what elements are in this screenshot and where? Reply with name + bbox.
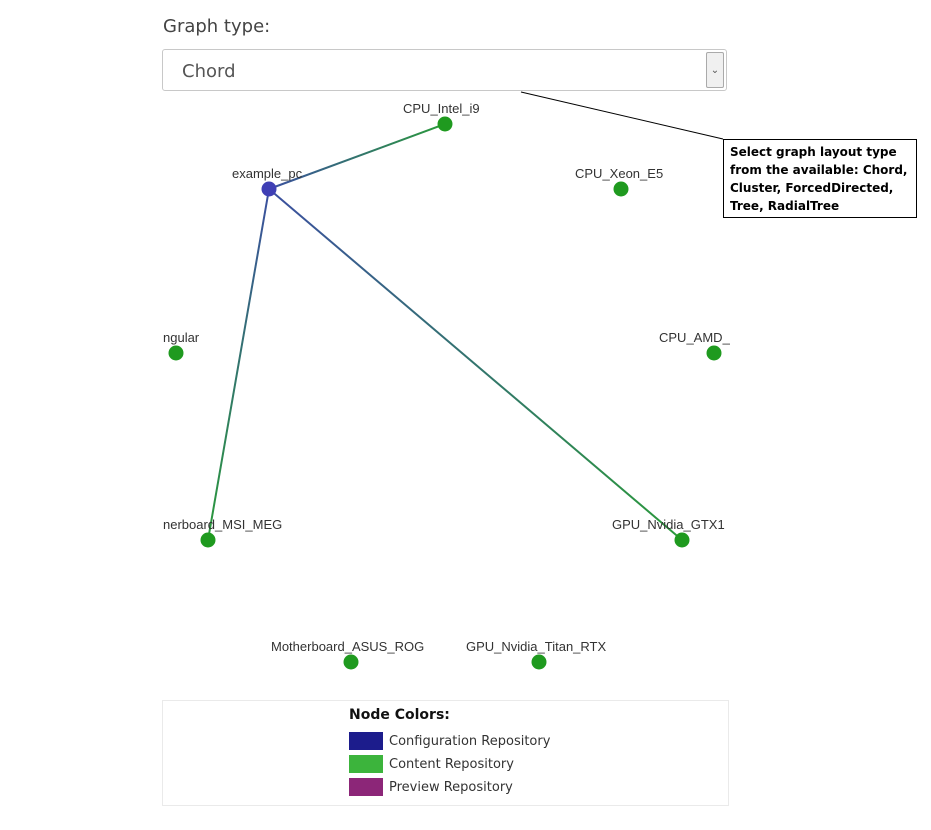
graph-edge: [207, 188, 270, 541]
node-label: CPU_Intel_i9: [403, 101, 480, 116]
graph-node[interactable]: [531, 654, 547, 670]
legend-item-preview: Preview Repository: [349, 778, 513, 796]
node-label: nerboard_MSI_MEG: [163, 517, 282, 532]
graph-node[interactable]: [437, 116, 453, 132]
graph-type-label: Graph type:: [163, 16, 271, 37]
legend-label: Content Repository: [389, 756, 514, 772]
graph-type-select[interactable]: Chord ⌄: [162, 49, 727, 91]
graph-node[interactable]: [706, 345, 722, 361]
node-label: CPU_Xeon_E5: [575, 166, 663, 181]
graph-node[interactable]: [343, 654, 359, 670]
node-label: GPU_Nvidia_GTX1: [612, 517, 725, 532]
graph-edge: [268, 123, 446, 190]
node-label: Motherboard_ASUS_ROG: [271, 639, 424, 654]
node-label: ngular: [163, 330, 200, 345]
legend-swatch: [349, 755, 383, 773]
graph-edge: [268, 188, 683, 541]
legend-item-content: Content Repository: [349, 755, 514, 773]
legend-label: Configuration Repository: [389, 733, 551, 749]
graph-type-select-value: Chord: [182, 61, 236, 82]
graph-type-tooltip: Select graph layout type from the availa…: [723, 139, 917, 218]
node-label: example_pc: [232, 166, 303, 181]
legend-label: Preview Repository: [389, 779, 513, 795]
node-label: CPU_AMD_: [659, 330, 731, 345]
node-label: GPU_Nvidia_Titan_RTX: [466, 639, 606, 654]
legend-swatch: [349, 732, 383, 750]
legend-item-configuration: Configuration Repository: [349, 732, 550, 750]
graph-node[interactable]: [261, 181, 277, 197]
legend-swatch: [349, 778, 383, 796]
graph-node[interactable]: [200, 532, 216, 548]
graph-node[interactable]: [613, 181, 629, 197]
chevron-down-icon[interactable]: ⌄: [706, 52, 724, 88]
graph-node[interactable]: [168, 345, 184, 361]
legend-title: Node Colors:: [349, 707, 450, 723]
graph-node[interactable]: [674, 532, 690, 548]
tooltip-pointer: [520, 91, 724, 140]
node-colors-legend: Node Colors: Configuration Repository Co…: [162, 700, 729, 806]
